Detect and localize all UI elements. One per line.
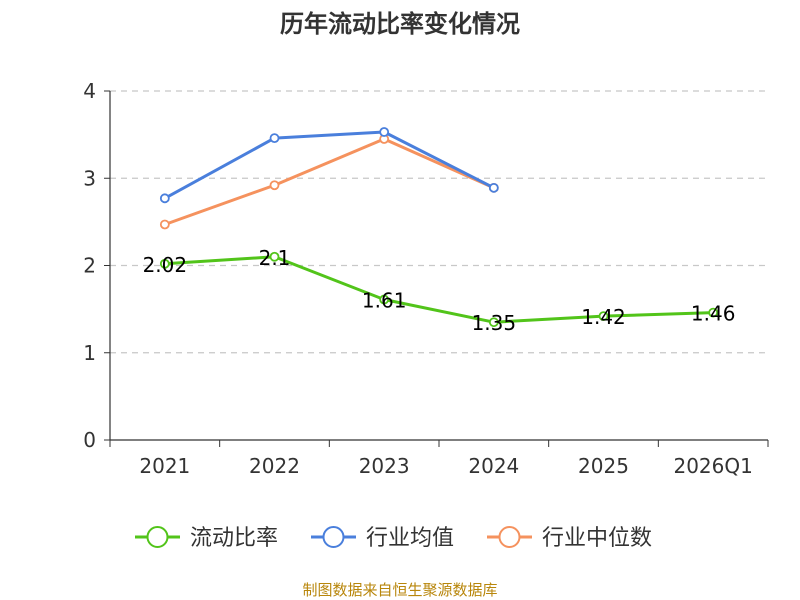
y-tick-label: 2 <box>83 254 96 278</box>
data-label: 1.46 <box>691 302 736 326</box>
x-tick-label: 2025 <box>578 454 629 478</box>
x-tick-label: 2021 <box>139 454 190 478</box>
series-line <box>163 137 496 226</box>
legend-item[interactable]: 行业均值 <box>311 526 454 551</box>
legend-marker-icon <box>498 526 521 548</box>
legend-label: 行业均值 <box>366 526 454 551</box>
x-tick-label: 2023 <box>359 454 410 478</box>
legend-marker-icon <box>322 526 345 548</box>
series-layer <box>159 127 719 328</box>
legend-label: 流动比率 <box>190 526 278 551</box>
chart-title: 历年流动比率变化情况 <box>280 10 520 38</box>
series-line <box>163 130 496 200</box>
data-point[interactable] <box>269 133 280 144</box>
data-point[interactable] <box>159 258 170 269</box>
legend-marker-icon <box>146 526 169 548</box>
x-tick-label: 2022 <box>249 454 300 478</box>
data-point[interactable] <box>488 182 499 193</box>
data-label: 1.42 <box>581 305 626 329</box>
data-point[interactable] <box>269 251 280 262</box>
legend-item[interactable]: 流动比率 <box>135 526 278 551</box>
data-point[interactable] <box>159 193 170 204</box>
data-label: 1.35 <box>472 311 517 335</box>
source-note: 制图数据来自恒生聚源数据库 <box>302 581 497 599</box>
y-tick-label: 4 <box>83 79 96 103</box>
y-tick-label: 1 <box>83 341 96 365</box>
data-label: 2.1 <box>259 246 291 270</box>
y-tick-label: 3 <box>83 166 96 190</box>
y-tick-label: 0 <box>83 428 96 452</box>
legend[interactable]: 流动比率 行业均值 行业中位数 <box>135 526 652 551</box>
x-tick-label: 2026Q1 <box>673 454 752 478</box>
data-point[interactable] <box>159 219 170 230</box>
axes: 0 1 2 3 4 2021 2022 2023 2024 2025 2026Q1 <box>83 79 769 478</box>
data-point[interactable] <box>488 317 499 328</box>
data-point[interactable] <box>379 294 390 305</box>
legend-item[interactable]: 行业中位数 <box>487 526 652 551</box>
data-labels: 2.02 2.1 1.61 1.35 1.42 1.46 <box>143 246 736 335</box>
data-label: 1.61 <box>362 289 407 313</box>
data-point[interactable] <box>269 180 280 191</box>
data-point[interactable] <box>598 311 609 322</box>
data-point[interactable] <box>379 127 390 137</box>
data-label: 2.02 <box>143 253 188 277</box>
x-tick-label: 2024 <box>468 454 519 478</box>
series-line <box>163 255 715 324</box>
legend-label: 行业中位数 <box>542 526 652 551</box>
data-point[interactable] <box>708 307 719 318</box>
